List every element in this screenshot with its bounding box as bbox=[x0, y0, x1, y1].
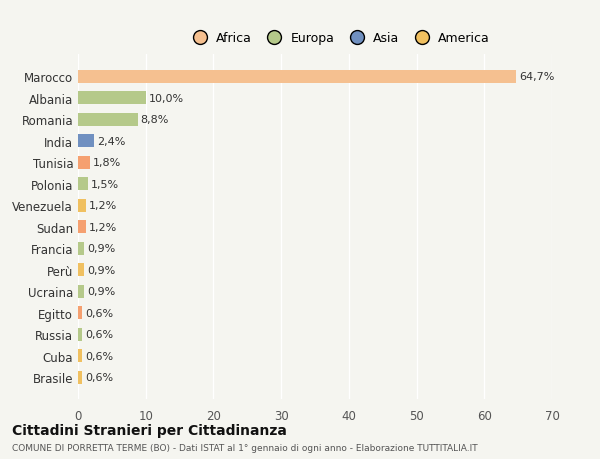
Text: Cittadini Stranieri per Cittadinanza: Cittadini Stranieri per Cittadinanza bbox=[12, 423, 287, 437]
Text: 8,8%: 8,8% bbox=[140, 115, 169, 125]
Text: 0,6%: 0,6% bbox=[85, 330, 113, 339]
Bar bbox=[78, 307, 82, 319]
Bar bbox=[78, 285, 84, 298]
Bar bbox=[78, 242, 84, 255]
Text: 10,0%: 10,0% bbox=[148, 94, 184, 104]
Text: COMUNE DI PORRETTA TERME (BO) - Dati ISTAT al 1° gennaio di ogni anno - Elaboraz: COMUNE DI PORRETTA TERME (BO) - Dati IST… bbox=[12, 443, 478, 452]
Bar bbox=[78, 221, 86, 234]
Bar bbox=[78, 349, 82, 362]
Legend: Africa, Europa, Asia, America: Africa, Europa, Asia, America bbox=[182, 27, 495, 50]
Text: 0,6%: 0,6% bbox=[85, 308, 113, 318]
Bar bbox=[78, 263, 84, 276]
Bar bbox=[78, 157, 90, 169]
Bar bbox=[78, 199, 86, 212]
Text: 1,2%: 1,2% bbox=[89, 222, 117, 232]
Bar bbox=[78, 135, 94, 148]
Text: 0,9%: 0,9% bbox=[87, 265, 115, 275]
Text: 0,6%: 0,6% bbox=[85, 372, 113, 382]
Bar bbox=[78, 92, 146, 105]
Bar bbox=[78, 113, 137, 127]
Bar bbox=[78, 178, 88, 191]
Text: 1,5%: 1,5% bbox=[91, 179, 119, 189]
Text: 0,9%: 0,9% bbox=[87, 286, 115, 297]
Text: 64,7%: 64,7% bbox=[519, 72, 554, 82]
Text: 1,8%: 1,8% bbox=[93, 158, 121, 168]
Bar bbox=[78, 371, 82, 384]
Bar bbox=[78, 328, 82, 341]
Text: 1,2%: 1,2% bbox=[89, 201, 117, 211]
Bar bbox=[78, 71, 516, 84]
Text: 0,9%: 0,9% bbox=[87, 244, 115, 254]
Text: 2,4%: 2,4% bbox=[97, 136, 125, 146]
Text: 0,6%: 0,6% bbox=[85, 351, 113, 361]
